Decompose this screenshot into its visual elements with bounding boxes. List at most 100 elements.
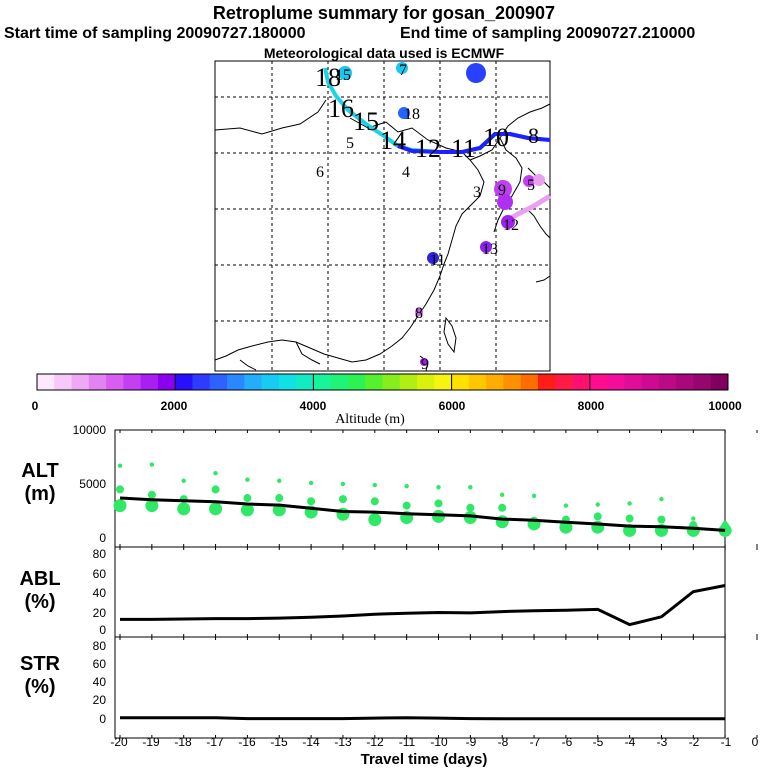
x-tick-label: -8	[498, 735, 509, 749]
map-label: 6	[316, 164, 324, 181]
map-frame	[214, 60, 551, 372]
map-marker	[494, 180, 512, 198]
colorbar-tick: 10000	[708, 399, 742, 413]
colorbar-swatch	[382, 374, 401, 390]
alt-spread-point	[691, 516, 696, 521]
alt-spread-point	[625, 514, 634, 523]
map-marker	[427, 252, 439, 264]
x-tick-label: -14	[302, 735, 320, 749]
alt-spread-point	[370, 497, 379, 506]
colorbar-swatch	[641, 374, 660, 390]
alt-y-tick: 10000	[73, 423, 107, 437]
colorbar-swatch	[607, 374, 625, 390]
colorbar-swatch	[140, 374, 159, 390]
abl-y-tick: 80	[93, 547, 107, 561]
colorbar-swatch	[365, 374, 383, 390]
str-panel-unit: (%)	[24, 676, 55, 698]
x-tick-labels: -20 -19 -18 -17 -16 -15 -14 -13 -12 -11 …	[110, 735, 758, 749]
map-label: 8	[415, 305, 423, 322]
alt-spread-point	[531, 493, 537, 499]
colorbar-tick: 0	[32, 399, 39, 413]
colorbar-ticks: 0 2000 4000 6000 8000 10000	[32, 399, 742, 413]
alt-spread-point	[340, 481, 346, 487]
x-axis-label: Travel time (days)	[361, 751, 488, 768]
colorbar-swatch	[434, 374, 452, 390]
colorbar-swatch	[520, 374, 539, 390]
map-marker	[533, 174, 545, 186]
abl-panel-unit: (%)	[24, 591, 55, 613]
str-y-tick: 60	[93, 657, 107, 671]
x-tick-label: -6	[562, 735, 573, 749]
map-label: 5	[346, 135, 354, 152]
trajectory-line-blue	[397, 132, 551, 154]
colorbar-swatch	[486, 374, 504, 390]
start-time-line: Start time of sampling 20090727.180000	[4, 25, 306, 42]
str-y-ticks: 80 60 40 20 0	[93, 639, 107, 726]
alt-y-tick: 0	[99, 531, 106, 545]
colorbar-swatch	[227, 374, 245, 390]
map-label: 12	[503, 217, 519, 234]
alt-spread-point	[149, 462, 155, 467]
x-tick-label: -18	[174, 735, 192, 749]
alt-spread-point	[659, 496, 664, 502]
abl-line	[120, 584, 726, 627]
map-label: 16	[328, 94, 354, 123]
map-marker	[497, 194, 513, 210]
colorbar-swatch	[468, 374, 487, 390]
map-marker	[420, 358, 428, 366]
str-panel-title: STR	[20, 653, 61, 675]
colorbar-swatch	[296, 374, 314, 390]
alt-spread-point	[402, 501, 411, 510]
met-data-line: Meteorological data used is ECMWF	[263, 45, 505, 61]
str-y-tick: 20	[93, 693, 107, 707]
map-marker	[466, 63, 486, 83]
alt-spread-point	[372, 482, 377, 488]
alt-spread-point	[245, 477, 250, 482]
alt-spread-point	[240, 503, 254, 517]
map-label: 9	[421, 356, 429, 373]
alt-y-tick: 5000	[79, 477, 106, 491]
x-tick-label: -10	[430, 735, 448, 749]
x-tick-label: -1	[721, 735, 732, 749]
colorbar-swatch	[693, 374, 712, 390]
map-marker	[396, 62, 408, 74]
alt-spread-point	[177, 502, 191, 516]
map-label: 15	[335, 67, 351, 84]
colorbar-tick: 4000	[300, 399, 327, 413]
str-y-tick: 0	[99, 712, 106, 726]
alt-spread-point	[213, 471, 218, 476]
x-tick-label: 0	[752, 735, 759, 749]
map-label: 7	[399, 62, 407, 79]
chart-title: Retroplume summary for gosan_200907	[212, 3, 556, 23]
alt-spread-point	[436, 485, 441, 490]
map-label: 11	[430, 252, 445, 269]
alt-spread-point	[500, 492, 505, 497]
alt-spread-point	[275, 494, 284, 503]
x-tick-label: -12	[366, 735, 384, 749]
colorbar-swatch	[209, 374, 228, 390]
x-tick-label: -2	[689, 735, 700, 749]
map-label: 14	[380, 126, 406, 155]
alt-spread-point	[338, 495, 347, 504]
abl-panel-title: ABL	[19, 568, 60, 590]
colorbar-swatch	[106, 374, 124, 390]
colorbar-swatch	[175, 374, 193, 390]
alt-spread-point	[595, 502, 600, 507]
alt-spread-point	[432, 509, 445, 523]
abl-y-ticks: 80 60 40 20 0	[93, 547, 107, 637]
map-marker	[501, 215, 515, 229]
colorbar-swatch	[658, 374, 677, 390]
alt-panel-unit: (m)	[24, 483, 55, 505]
alt-spread-point	[498, 503, 507, 512]
colorbar-swatch	[313, 374, 332, 390]
colorbar-swatch	[710, 374, 729, 390]
map-marker	[523, 175, 535, 187]
map-label: 8	[528, 123, 539, 148]
colorbar-swatch	[537, 374, 556, 390]
alt-spread-point	[116, 485, 124, 494]
colorbar-swatch	[37, 374, 55, 390]
x-tick-label: -9	[466, 735, 477, 749]
map-marker	[338, 66, 352, 80]
x-tick-label: -4	[625, 735, 636, 749]
